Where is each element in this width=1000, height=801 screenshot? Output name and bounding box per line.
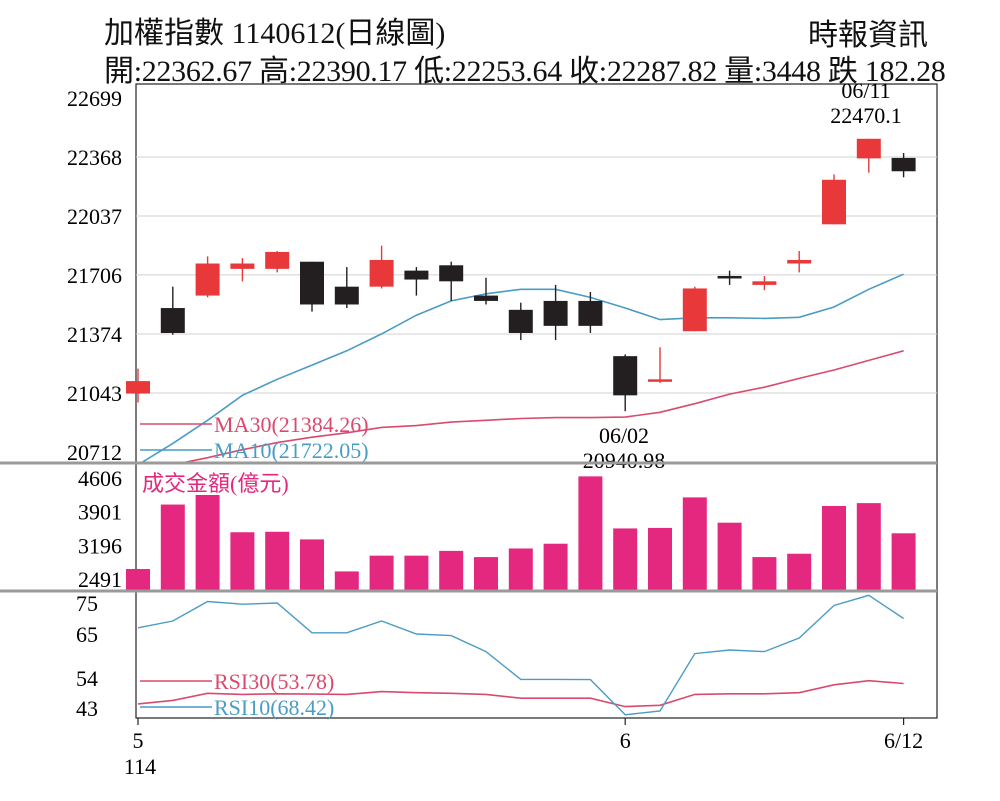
rsi30-legend: RSI30(53.78) [214, 669, 334, 694]
x-tick-label: 6 [620, 728, 631, 753]
volume-bar [230, 532, 255, 591]
candle-up [648, 379, 672, 382]
rsi-tick-label: 54 [76, 666, 98, 691]
rsi30-line [137, 679, 904, 708]
candle-up [126, 381, 150, 394]
volume-bar [439, 550, 464, 591]
volume-bar [543, 543, 568, 591]
high-annotation-date: 06/11 [841, 78, 890, 103]
rsi-tick-label: 75 [76, 591, 98, 616]
price-tick-label: 22699 [67, 86, 122, 111]
rsi-tick-label: 43 [76, 696, 98, 721]
volume-bar [300, 539, 324, 591]
candle-down [334, 286, 359, 305]
candle-down [508, 309, 533, 333]
price-tick-label: 22037 [67, 204, 122, 229]
volume-tick-label: 4606 [78, 466, 122, 491]
volume-bar [334, 571, 359, 591]
candle-down [439, 265, 464, 282]
volume-bar [160, 504, 185, 591]
candle-up [822, 179, 846, 225]
volume-panel-title: 成交金額(億元) [142, 471, 289, 496]
candle-down [404, 270, 429, 280]
rsi-tick-label: 65 [76, 622, 98, 647]
price-tick-label: 22368 [67, 145, 122, 170]
rsi10-line [137, 594, 904, 716]
volume-bar [126, 569, 150, 591]
volume-tick-label: 3196 [78, 533, 122, 558]
volume-tick-label: 2491 [78, 567, 122, 592]
price-tick-label: 21374 [67, 322, 122, 347]
x-tick-label: 5 [133, 728, 144, 753]
low-annotation-date: 06/02 [599, 423, 649, 448]
ma30-line [177, 350, 904, 463]
x-year-label: 114 [124, 754, 156, 779]
candle-up [195, 263, 220, 296]
ma10-line [139, 273, 904, 463]
volume-bar [682, 497, 707, 591]
candle-up [682, 288, 707, 332]
volume-tick-label: 3901 [78, 500, 122, 525]
volume-bar [195, 495, 220, 591]
volume-bar [648, 527, 672, 591]
chart-title: 加權指數 1140612(日線圖) [104, 17, 446, 50]
volume-bar [508, 548, 533, 591]
volume-bar [265, 531, 290, 591]
high-annotation-value: 22470.1 [830, 103, 902, 128]
ma30-legend: MA30(21384.26) [214, 412, 369, 437]
volume-bar [752, 557, 777, 591]
x-tick-label: 6/12 [884, 728, 923, 753]
volume-bar [787, 553, 812, 591]
price-tick-label: 21706 [67, 263, 122, 288]
rsi10-legend: RSI10(68.42) [214, 695, 334, 720]
volume-bar [856, 503, 881, 591]
volume-bar [578, 476, 603, 591]
candle-down [578, 300, 603, 326]
volume-bar [404, 555, 429, 591]
ma10-legend: MA10(21722.05) [214, 438, 369, 463]
volume-bar [891, 533, 916, 591]
ohlc-summary: 開:22362.67 高:22390.17 低:22253.64 收:22287… [104, 55, 946, 88]
volume-bar [369, 555, 394, 591]
candle-down [543, 300, 568, 326]
volume-bar [613, 528, 638, 591]
candle-down [474, 295, 498, 301]
price-tick-label: 21043 [67, 381, 122, 406]
candle-down [717, 275, 742, 279]
candle-up [856, 138, 881, 159]
candle-down [891, 157, 916, 172]
candle-up [787, 259, 812, 264]
candle-up [369, 259, 394, 287]
candle-up [752, 281, 777, 285]
candle-up [265, 251, 290, 269]
volume-bar [822, 505, 846, 591]
candle-down [613, 356, 638, 396]
low-annotation-value: 20940.98 [583, 448, 666, 473]
candle-down [160, 308, 185, 333]
candle-down [300, 261, 324, 305]
source-label: 時報資訊 [808, 19, 928, 52]
price-tick-label: 20712 [67, 440, 122, 465]
chart-frame [135, 83, 938, 719]
candle-up [230, 263, 255, 269]
volume-bar [474, 557, 498, 591]
volume-bar [717, 522, 742, 591]
